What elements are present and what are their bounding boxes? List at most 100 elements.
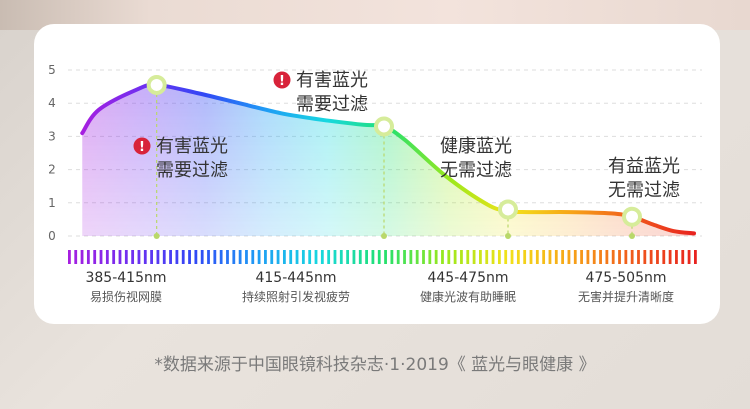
spectrum-tick: [428, 250, 432, 264]
spectrum-tick: [352, 250, 356, 264]
spectrum-tick: [681, 250, 685, 264]
curve-marker: [498, 199, 518, 220]
spectrum-tick: [346, 250, 350, 264]
y-tick-label: 2: [48, 163, 56, 177]
spectrum-tick: [150, 250, 154, 264]
annotation-line: 需要过滤: [296, 94, 368, 115]
spectrum-tick: [112, 250, 116, 264]
spectrum-tick: [403, 250, 406, 264]
spectrum-tick: [162, 250, 166, 264]
spectrum-tick: [592, 250, 596, 264]
spectrum-tick: [687, 250, 691, 264]
spectrum-tick: [422, 250, 425, 264]
spectrum-tick: [251, 250, 255, 264]
spectrum-tick: [213, 250, 217, 264]
spectrum-tick: [207, 250, 210, 264]
spectrum-tick: [441, 250, 444, 264]
spectrum-tick: [460, 250, 463, 264]
spectrum-tick: [200, 250, 204, 264]
spectrum-tick: [358, 250, 362, 264]
spectrum-tick: [523, 250, 527, 264]
spectrum-tick: [485, 250, 489, 264]
spectrum-tick: [434, 250, 438, 264]
marker-guide-dot: [381, 233, 387, 239]
spectrum-tick: [453, 250, 457, 264]
spectrum-tick: [535, 250, 539, 264]
annotation-line: 有害蓝光: [296, 70, 368, 91]
spectrum-tick: [580, 250, 583, 264]
spectrum-tick: [605, 250, 609, 264]
spectrum-tick: [188, 250, 191, 264]
annotation-line: 需要过滤: [156, 160, 228, 181]
spectrum-tick: [479, 250, 482, 264]
spectrum-tick: [504, 250, 508, 264]
spectrum-tick: [320, 250, 324, 264]
spectrum-tick: [554, 250, 558, 264]
warning-icon: [273, 71, 291, 89]
warning-icon-glyph: !: [139, 140, 145, 155]
spectrum-tick: [497, 250, 501, 264]
marker-guide-dot: [153, 233, 160, 239]
spectrum-tick: [599, 250, 602, 264]
spectrum-tick: [339, 250, 343, 264]
marker-guide-dot: [629, 233, 635, 239]
warning-icon-glyph: !: [279, 74, 285, 89]
spectrum-tick: [118, 250, 122, 264]
spectrum-tick: [257, 250, 261, 264]
marker-guide-dot: [505, 233, 511, 239]
spectrum-tick: [365, 250, 368, 264]
band-description: 健康光波有助睡眠: [420, 289, 516, 304]
spectrum-tick: [409, 250, 413, 264]
band-description: 无害并提升清晰度: [578, 289, 674, 304]
band-range-label: 415-445nm: [255, 270, 336, 286]
annotation-line: 无需过滤: [440, 160, 512, 181]
spectrum-tick: [238, 250, 242, 264]
annotation-line: 有害蓝光: [156, 136, 228, 157]
spectrum-tick: [573, 250, 577, 264]
curve-marker: [374, 116, 394, 137]
y-tick-label: 3: [48, 129, 56, 143]
spectrum-tick: [662, 250, 666, 264]
spectrum-tick: [219, 250, 223, 264]
spectrum-tick: [295, 250, 299, 264]
spectrum-tick: [630, 250, 634, 264]
spectrum-tick: [567, 250, 571, 264]
marker-guides: [153, 93, 635, 239]
spectrum-tick: [472, 250, 476, 264]
y-tick-label: 4: [48, 96, 56, 110]
spectrum-tick: [169, 250, 172, 264]
spectrum-tick: [301, 250, 305, 264]
spectrum-tick: [131, 250, 135, 264]
spectrum-area: [82, 84, 694, 236]
y-axis-ticks: 0 1 2 3 4 5: [48, 63, 56, 243]
spectrum-tick: [548, 250, 552, 264]
spectrum-tick: [289, 250, 293, 264]
spectrum-tick: [226, 250, 229, 264]
spectrum-tick: [668, 250, 672, 264]
spectrum-tick: [415, 250, 419, 264]
spectrum-tick: [276, 250, 280, 264]
spectrum-bar: [68, 250, 697, 264]
spectrum-tick: [649, 250, 653, 264]
spectrum-tick: [181, 250, 185, 264]
spectrum-tick: [86, 250, 90, 264]
band-range-label: 475-505nm: [585, 270, 666, 286]
spectrum-tick: [282, 250, 286, 264]
spectrum-tick: [516, 250, 520, 264]
spectrum-tick: [264, 250, 267, 264]
band-range-label: 385-415nm: [85, 270, 166, 286]
band-description: 易损伤视网膜: [90, 289, 162, 304]
spectrum-tick: [137, 250, 141, 264]
spectrum-tick: [384, 250, 387, 264]
spectrum-tick: [586, 250, 590, 264]
spectrum-tick: [466, 250, 470, 264]
spectrum-tick: [637, 250, 640, 264]
spectrum-tick: [245, 250, 248, 264]
spectrum-tick: [194, 250, 198, 264]
